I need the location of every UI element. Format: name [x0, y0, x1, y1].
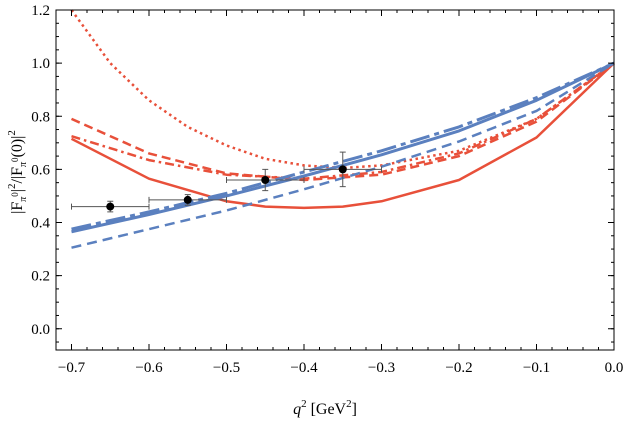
y-axis-label: |Fπ0|2/|Fπ0(0)|2	[6, 130, 29, 214]
data-point-marker	[261, 176, 270, 184]
x-tick-label: −0.3	[368, 360, 395, 376]
data-point	[226, 168, 305, 192]
x-tick-label: −0.5	[213, 360, 240, 376]
data-point	[71, 200, 150, 213]
x-tick-label: 0.0	[605, 360, 623, 376]
y-tick-label: 1.0	[31, 56, 50, 72]
curves-layer	[70, 9, 615, 249]
data-point-marker	[106, 202, 115, 211]
data-point	[303, 151, 382, 188]
series-line-red-dotted	[70, 9, 615, 170]
y-tick-label: 0.4	[31, 216, 50, 232]
x-axis-label: q2 [GeV2]	[293, 398, 357, 418]
x-tick-label: −0.2	[445, 360, 472, 376]
y-tick-label: 0.0	[31, 322, 50, 338]
data-points-layer	[71, 151, 382, 213]
x-tick-label: −0.6	[135, 360, 163, 376]
x-tick-label: −0.1	[523, 360, 550, 376]
y-tick-label: 0.2	[31, 269, 50, 285]
x-tick-label: −0.7	[58, 360, 86, 376]
y-tick-label: 0.8	[31, 109, 50, 125]
y-tick-label: 1.2	[31, 3, 50, 19]
x-tick-label: −0.4	[290, 360, 318, 376]
ticks-layer: −0.7 −0.6 −0.5 −0.4 −0.3 −0.2 −0.1 0.0 0.0 0.2 0.4…	[31, 3, 623, 376]
data-point	[148, 194, 227, 206]
series-line-red-solid	[70, 62, 615, 210]
data-point-marker	[183, 195, 192, 204]
y-tick-label: 0.6	[31, 162, 50, 178]
series-line-blue-longdash	[71, 61, 615, 231]
data-point-marker	[338, 165, 347, 174]
